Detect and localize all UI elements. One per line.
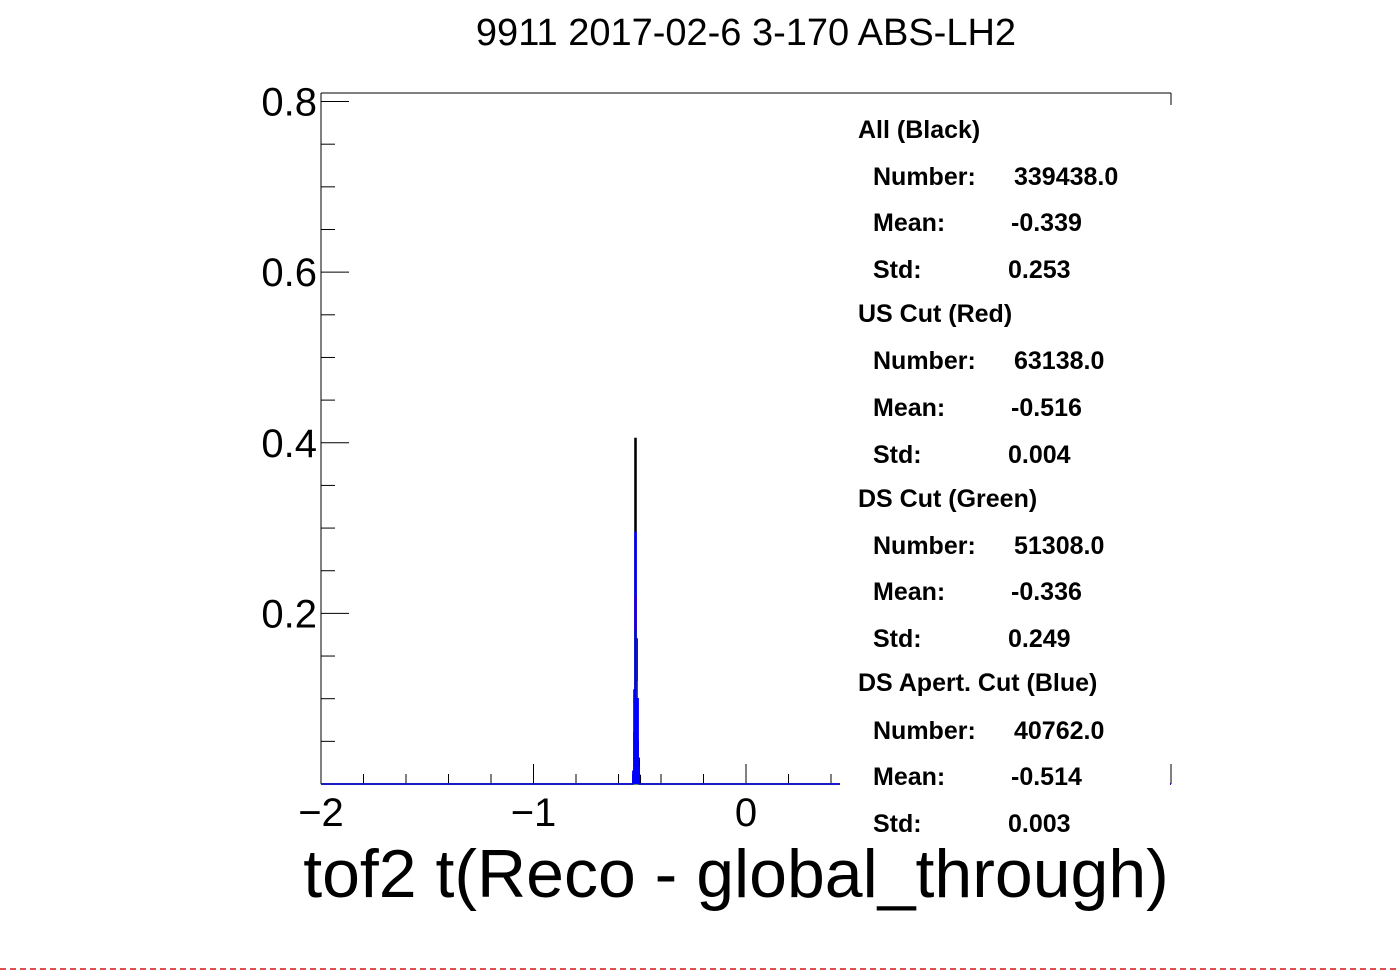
x-tick-label: 0 [735, 791, 757, 835]
stats-number-value: 40762.0 [1014, 717, 1105, 745]
stats-number-label: Number: [873, 717, 976, 745]
stats-std-label: Std: [873, 810, 922, 838]
series-line-ds-apert-cut-blue [321, 531, 1171, 785]
x-tick-label: −1 [511, 791, 557, 835]
y-tick-label: 0.8 [261, 81, 317, 125]
y-tick-label: 0.4 [261, 422, 317, 466]
stats-std-label: Std: [873, 441, 922, 469]
stats-std-label: Std: [873, 256, 922, 284]
stats-mean-value: -0.516 [1011, 394, 1082, 422]
stats-header-us-cut: US Cut (Red) [858, 300, 1013, 328]
stats-mean-label: Mean: [873, 209, 946, 237]
stats-mean-label: Mean: [873, 578, 946, 606]
stats-number-label: Number: [873, 163, 976, 191]
stats-header-all: All (Black) [858, 116, 981, 144]
stats-header-ds-cut: DS Cut (Green) [858, 485, 1038, 513]
stats-number-label: Number: [873, 532, 976, 560]
histogram-series [321, 437, 1171, 785]
x-tick-label: −2 [298, 791, 344, 835]
stats-header-ds-apert-cut: DS Apert. Cut (Blue) [858, 669, 1098, 697]
stats-panel: All (Black) Number: 339438.0 Mean: -0.33… [840, 108, 1170, 844]
stats-mean-value: -0.514 [1011, 763, 1082, 791]
stats-mean-label: Mean: [873, 763, 946, 791]
stats-mean-label: Mean: [873, 394, 946, 422]
stats-mean-value: -0.336 [1011, 578, 1082, 606]
stats-number-value: 63138.0 [1014, 347, 1105, 375]
stats-number-label: Number: [873, 347, 976, 375]
stats-mean-value: -0.339 [1011, 209, 1082, 237]
y-tick-label: 0.6 [261, 251, 317, 295]
stats-std-value: 0.003 [1008, 810, 1071, 838]
stats-number-value: 339438.0 [1014, 163, 1119, 191]
axis-ticks: 0.2 0.4 0.6 0.8 −2 −1 0 [261, 81, 1172, 835]
y-tick-label: 0.2 [261, 592, 317, 636]
stats-std-value: 0.253 [1008, 256, 1071, 284]
stats-std-value: 0.004 [1008, 441, 1071, 469]
stats-std-label: Std: [873, 625, 922, 653]
stats-std-value: 0.249 [1008, 625, 1071, 653]
bottom-dashed-rule [0, 968, 1396, 970]
stats-number-value: 51308.0 [1014, 532, 1105, 560]
chart-title: 9911 2017-02-6 3-170 ABS-LH2 [476, 12, 1016, 54]
x-axis-label: tof2 t(Reco - global_through) [303, 836, 1169, 912]
